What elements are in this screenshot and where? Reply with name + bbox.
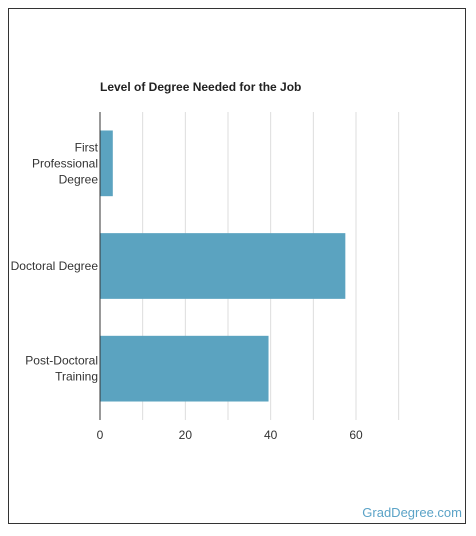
y-tick-labels: First Professional Degree Doctoral Degree Po… <box>11 140 99 383</box>
x-tick-label: 40 <box>264 428 278 442</box>
watermark-logo[interactable]: GradDegree.com <box>362 505 462 520</box>
x-tick-label: 0 <box>97 428 104 442</box>
y-tick-label-line: Professional <box>32 156 98 170</box>
bar[interactable] <box>100 233 346 299</box>
y-tick-label-line: Doctoral Degree <box>11 259 99 273</box>
x-tick-label: 60 <box>349 428 363 442</box>
y-tick-label: Doctoral Degree <box>11 259 99 273</box>
y-tick-label-line: Degree <box>59 172 99 186</box>
y-tick-label-line: First <box>75 140 99 154</box>
y-tick-label-line: Post-Doctoral <box>25 354 98 368</box>
bars <box>100 130 346 402</box>
y-tick-label: Post-Doctoral Training <box>25 354 98 384</box>
x-tick-label: 20 <box>179 428 193 442</box>
bar[interactable] <box>100 130 113 197</box>
chart-title: Level of Degree Needed for the Job <box>100 80 301 94</box>
y-tick-label: First Professional Degree <box>32 140 99 186</box>
bar[interactable] <box>100 335 269 402</box>
x-tick-labels: 0 20 40 60 <box>97 428 363 442</box>
y-tick-label-line: Training <box>55 370 98 384</box>
